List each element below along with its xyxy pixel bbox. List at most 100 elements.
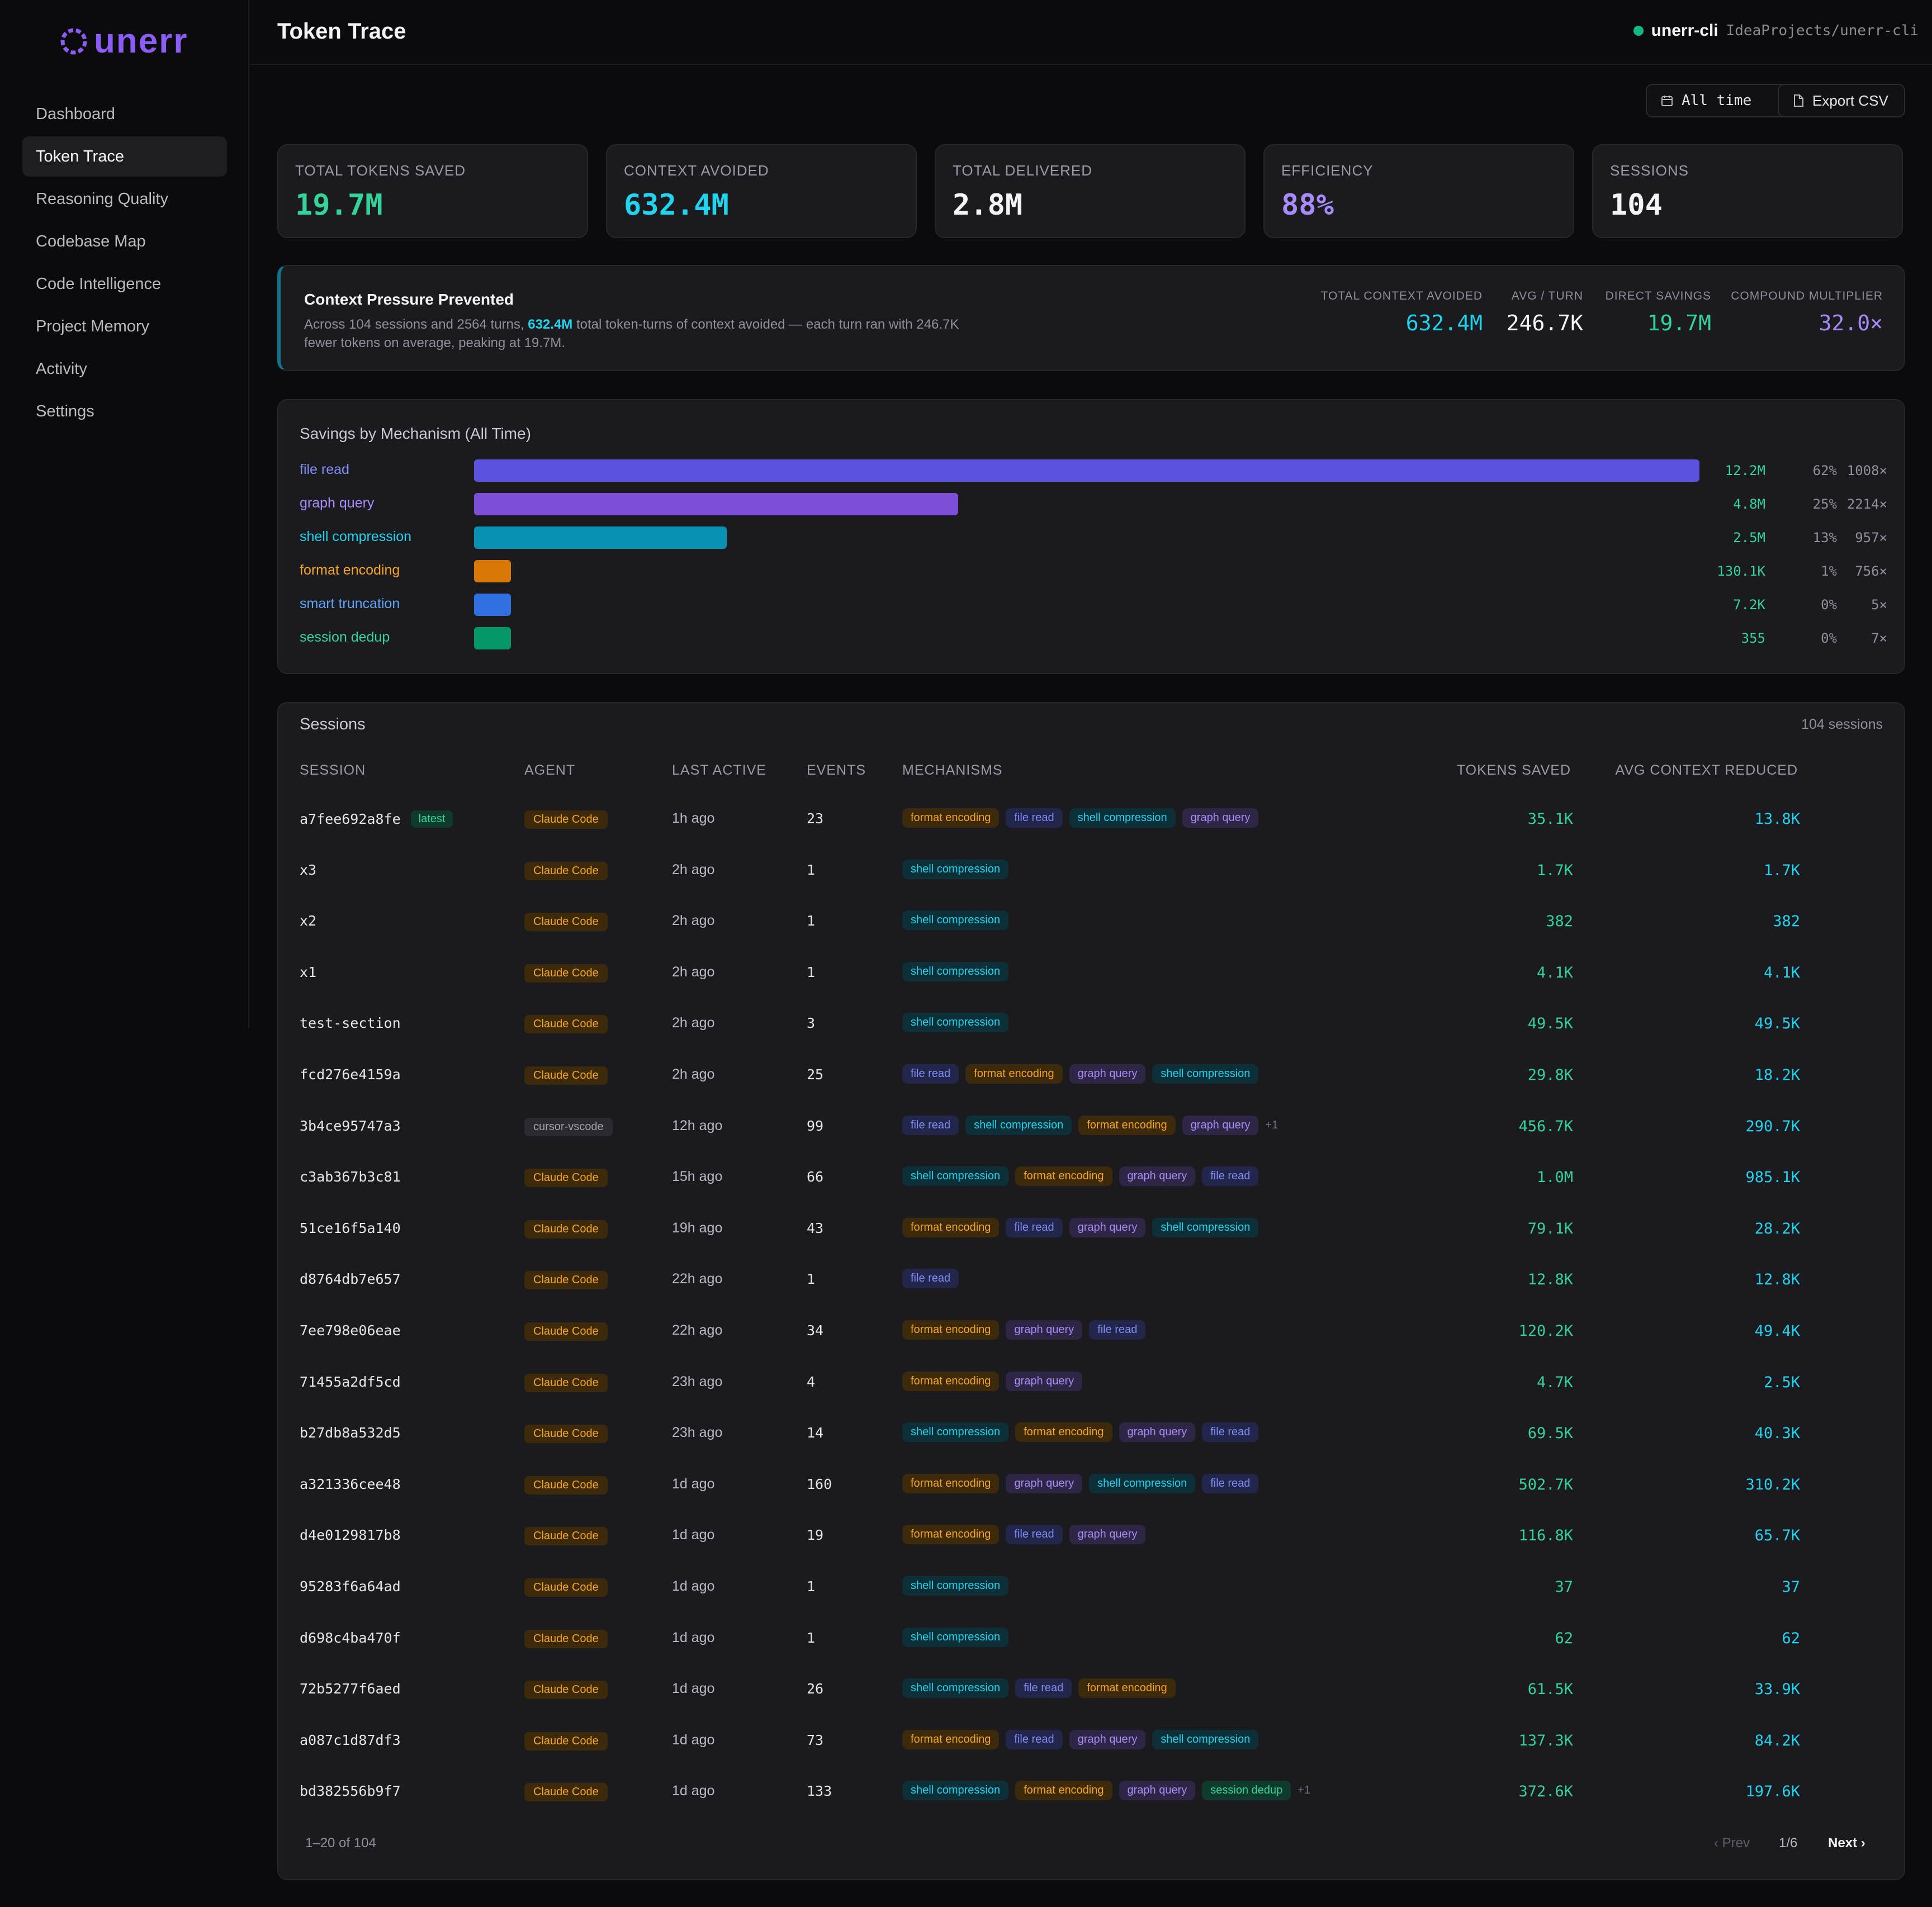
- avg-context-reduced: 290.7K: [1745, 1117, 1800, 1135]
- session-id[interactable]: d698c4ba470f: [300, 1630, 401, 1646]
- table-row[interactable]: 51ce16f5a140 Claude Code 19h ago 43 format e…: [278, 1202, 1906, 1254]
- table-row[interactable]: a7fee692a8fe latest Claude Code 1h ago 23 for…: [278, 793, 1906, 844]
- session-id[interactable]: 3b4ce95747a3: [300, 1118, 401, 1134]
- column-header-tokens-saved[interactable]: TOKENS SAVED: [1456, 762, 1571, 778]
- time-range-button[interactable]: All time: [1646, 84, 1800, 117]
- table-row[interactable]: bd382556b9f7 Claude Code 1d ago 133 shell co…: [278, 1765, 1906, 1816]
- mechanism-tag: format encoding: [1015, 1781, 1112, 1801]
- last-active: 1d ago: [672, 1681, 715, 1697]
- session-id[interactable]: x1: [300, 964, 316, 980]
- sidebar-item-code-intelligence[interactable]: Code Intelligence: [36, 274, 162, 293]
- export-csv-button[interactable]: Export CSV: [1778, 84, 1905, 117]
- sidebar-item-dashboard[interactable]: Dashboard: [36, 105, 115, 123]
- session-id[interactable]: a321336cee48: [300, 1476, 401, 1492]
- table-row[interactable]: x3 Claude Code 2h ago 1 shell compression 1.7…: [278, 844, 1906, 895]
- session-id[interactable]: test-section: [300, 1015, 401, 1031]
- stat-value: 104: [1610, 188, 1663, 222]
- last-active: 23h ago: [672, 1425, 723, 1441]
- sidebar-item-settings[interactable]: Settings: [36, 402, 94, 420]
- session-id-text[interactable]: fcd276e4159a: [300, 1066, 401, 1083]
- session-id[interactable]: 7ee798e06eae: [300, 1322, 401, 1339]
- prev-page-button[interactable]: ‹ Prev: [1714, 1835, 1750, 1851]
- table-row[interactable]: test-section Claude Code 2h ago 3 shell comp…: [278, 997, 1906, 1049]
- session-id-text[interactable]: x3: [300, 861, 317, 878]
- session-id[interactable]: 71455a2df5cd: [300, 1374, 401, 1390]
- session-id[interactable]: x3: [300, 862, 316, 878]
- session-id-text[interactable]: x1: [300, 964, 317, 980]
- session-id[interactable]: x2: [300, 913, 316, 929]
- table-row[interactable]: 7ee798e06eae Claude Code 22h ago 34 format e…: [278, 1304, 1906, 1356]
- session-id[interactable]: b27db8a532d5: [300, 1425, 401, 1441]
- agent-badge: Claude Code: [524, 1271, 608, 1290]
- sidebar-item-reasoning-quality[interactable]: Reasoning Quality: [36, 189, 168, 208]
- tokens-saved: 37: [1555, 1578, 1573, 1596]
- session-id[interactable]: c3ab367b3c81: [300, 1169, 401, 1185]
- session-id-text[interactable]: bd382556b9f7: [300, 1783, 401, 1800]
- table-row[interactable]: x1 Claude Code 2h ago 1 shell compression 4.1…: [278, 946, 1906, 998]
- table-row[interactable]: 3b4ce95747a3 cursor-vscode 12h ago 99 file r…: [278, 1100, 1906, 1151]
- mechanism-tokens: 355: [1741, 630, 1765, 646]
- session-id-text[interactable]: 3b4ce95747a3: [300, 1117, 401, 1134]
- session-id-text[interactable]: b27db8a532d5: [300, 1425, 401, 1441]
- session-id[interactable]: d8764db7e657: [300, 1271, 401, 1287]
- table-row[interactable]: fcd276e4159a Claude Code 2h ago 25 file read…: [278, 1049, 1906, 1100]
- sidebar-item-activity[interactable]: Activity: [36, 359, 87, 378]
- session-id-text[interactable]: d4e0129817b8: [300, 1527, 401, 1544]
- table-row[interactable]: b27db8a532d5 Claude Code 23h ago 14 shell co…: [278, 1407, 1906, 1458]
- session-id[interactable]: bd382556b9f7: [300, 1783, 401, 1799]
- session-id-text[interactable]: 72b5277f6aed: [300, 1681, 401, 1697]
- mechanism-multiplier: 957×: [1855, 530, 1887, 545]
- avg-context-reduced: 382: [1773, 913, 1800, 931]
- session-id-text[interactable]: a7fee692a8fe: [300, 811, 401, 827]
- column-header-session[interactable]: SESSION: [300, 762, 366, 778]
- session-id-text[interactable]: d8764db7e657: [300, 1271, 401, 1288]
- sidebar-item-project-memory[interactable]: Project Memory: [36, 317, 150, 335]
- column-header-last-active[interactable]: LAST ACTIVE: [672, 762, 766, 778]
- agent-badge: Claude Code: [524, 913, 608, 932]
- column-header-avg-context-reduced[interactable]: AVG CONTEXT REDUCED: [1615, 762, 1798, 778]
- session-id-text[interactable]: 95283f6a64ad: [300, 1578, 401, 1595]
- logo[interactable]: unerr: [58, 21, 188, 61]
- table-row[interactable]: c3ab367b3c81 Claude Code 15h ago 66 shell co…: [278, 1151, 1906, 1202]
- session-id-text[interactable]: 71455a2df5cd: [300, 1373, 401, 1390]
- events-count: 4: [807, 1373, 816, 1390]
- project-indicator[interactable]: unerr-cli IdeaProjects/unerr-cli: [1633, 21, 1919, 40]
- mechanism-tags: format encoding graph query shell compress…: [902, 1473, 1259, 1493]
- session-id-text[interactable]: 7ee798e06eae: [300, 1322, 401, 1339]
- session-id-text[interactable]: c3ab367b3c81: [300, 1169, 401, 1185]
- table-row[interactable]: 95283f6a64ad Claude Code 1d ago 1 shell comp…: [278, 1560, 1906, 1612]
- session-id[interactable]: d4e0129817b8: [300, 1527, 401, 1543]
- sidebar-item-token-trace[interactable]: Token Trace: [22, 136, 227, 177]
- column-header-mechanisms[interactable]: MECHANISMS: [902, 762, 1003, 778]
- table-row[interactable]: d4e0129817b8 Claude Code 1d ago 19 format en…: [278, 1509, 1906, 1560]
- session-id-text[interactable]: a321336cee48: [300, 1476, 401, 1492]
- table-row[interactable]: 72b5277f6aed Claude Code 1d ago 26 shell com…: [278, 1663, 1906, 1714]
- session-id-text[interactable]: 51ce16f5a140: [300, 1220, 401, 1236]
- table-row[interactable]: d8764db7e657 Claude Code 22h ago 1 file read…: [278, 1253, 1906, 1304]
- session-id-text[interactable]: test-section: [300, 1015, 401, 1032]
- session-id-text[interactable]: d698c4ba470f: [300, 1629, 401, 1646]
- mechanism-tag: shell compression: [902, 910, 1009, 931]
- session-id[interactable]: a087c1d87df3: [300, 1732, 401, 1748]
- session-id[interactable]: fcd276e4159a: [300, 1066, 401, 1083]
- agent-badge: Claude Code: [524, 1066, 608, 1085]
- session-id[interactable]: a7fee692a8fe latest: [300, 810, 453, 828]
- table-row[interactable]: a321336cee48 Claude Code 1d ago 160 format e…: [278, 1458, 1906, 1510]
- column-header-agent[interactable]: AGENT: [524, 762, 576, 778]
- agent-badge: Claude Code: [524, 1527, 608, 1546]
- session-id-text[interactable]: x2: [300, 913, 317, 929]
- table-row[interactable]: d698c4ba470f Claude Code 1d ago 1 shell comp…: [278, 1612, 1906, 1663]
- session-id-text[interactable]: a087c1d87df3: [300, 1732, 401, 1748]
- mechanism-tag: session dedup: [1202, 1781, 1291, 1801]
- session-id[interactable]: 95283f6a64ad: [300, 1578, 401, 1595]
- table-row[interactable]: x2 Claude Code 2h ago 1 shell compression 382…: [278, 895, 1906, 946]
- session-id[interactable]: 72b5277f6aed: [300, 1681, 401, 1697]
- next-page-button[interactable]: Next ›: [1828, 1835, 1865, 1851]
- table-row[interactable]: 71455a2df5cd Claude Code 23h ago 4 format en…: [278, 1356, 1906, 1407]
- table-row[interactable]: a087c1d87df3 Claude Code 1d ago 73 format en…: [278, 1714, 1906, 1766]
- mechanism-tag: shell compression: [902, 1576, 1009, 1596]
- session-id[interactable]: 51ce16f5a140: [300, 1220, 401, 1236]
- column-header-events[interactable]: EVENTS: [807, 762, 866, 778]
- last-active: 2h ago: [672, 1015, 715, 1031]
- sidebar-item-codebase-map[interactable]: Codebase Map: [36, 232, 146, 250]
